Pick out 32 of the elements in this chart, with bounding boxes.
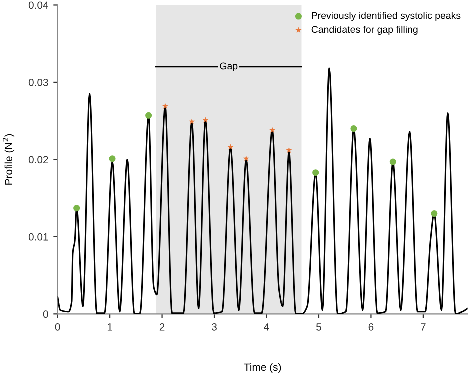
band-label: Gap <box>220 62 238 72</box>
x-tick-label: 4 <box>264 324 270 331</box>
x-tick-label: 7 <box>421 324 426 331</box>
point <box>228 144 234 150</box>
point <box>146 112 152 119</box>
point <box>188 118 196 124</box>
x-axis-title: Time (s) <box>244 363 282 374</box>
x-tick-label: 3 <box>212 323 217 331</box>
x-tick-label: 5 <box>316 324 322 331</box>
point <box>431 210 438 218</box>
y-tick-label: 0.04 <box>28 2 48 10</box>
legend-label: Previously identified systolic peaks <box>312 12 461 22</box>
y-tick-label: 0.01 <box>28 233 48 241</box>
x-tick-label: 6 <box>368 323 374 331</box>
y-axis-title: Profile (N$^{2}$) <box>2 134 15 185</box>
point <box>162 103 169 110</box>
y-tick-label: 0.03 <box>28 78 48 86</box>
y-tick-label: 0 <box>43 310 48 318</box>
point <box>390 158 396 166</box>
x-tick-label: 1 <box>108 324 112 331</box>
point <box>312 170 320 176</box>
point <box>269 127 276 133</box>
point <box>109 156 116 162</box>
point <box>243 156 250 162</box>
point <box>286 147 292 154</box>
point <box>74 205 80 212</box>
legend-label: Candidates for gap filling <box>312 26 418 36</box>
point <box>350 126 358 132</box>
point <box>202 117 209 123</box>
x-tick-label: 0 <box>55 323 60 331</box>
y-tick-label: 0.02 <box>28 156 48 164</box>
x-tick-label: 2 <box>160 323 165 331</box>
